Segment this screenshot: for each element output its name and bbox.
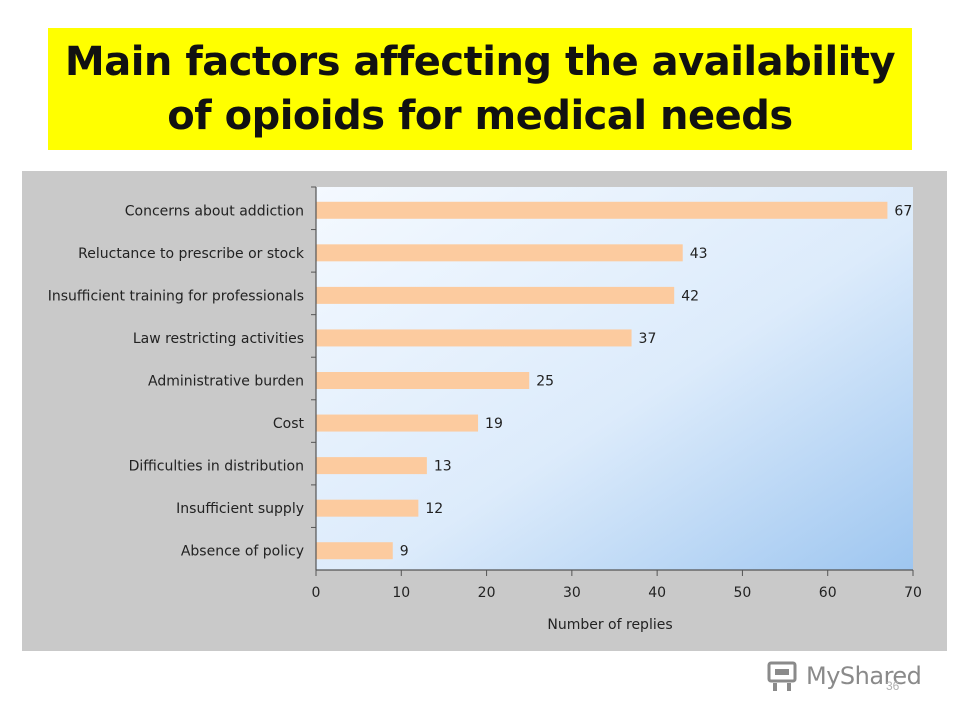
data-label: 43 (690, 246, 708, 262)
data-label: 42 (681, 288, 699, 304)
data-label: 37 (639, 331, 657, 347)
data-label: 12 (425, 501, 443, 517)
data-label: 13 (434, 459, 452, 475)
bar (316, 542, 393, 560)
bar (316, 329, 632, 347)
bar (316, 244, 683, 262)
x-tick-label: 30 (563, 585, 581, 601)
bar (316, 372, 530, 389)
x-tick-label: 60 (819, 585, 837, 601)
bar (316, 499, 419, 517)
x-tick-label: 50 (734, 585, 752, 601)
x-tick-label: 70 (904, 585, 922, 601)
x-axis-title: Number of replies (547, 617, 672, 633)
bar (316, 286, 675, 304)
category-label: Reluctance to prescribe or stock (78, 246, 305, 262)
bar (316, 414, 479, 432)
bar-chart: Concerns about addiction Reluctance to pr… (48, 186, 922, 633)
x-tick-label: 20 (478, 585, 496, 601)
x-tick-label: 10 (392, 585, 410, 601)
chart-panel: Concerns about addiction Reluctance to pr… (22, 171, 947, 651)
x-tick-label: 0 (312, 585, 321, 601)
bar (316, 201, 888, 219)
category-label: Concerns about addiction (125, 203, 304, 219)
slide-title-banner: Main factors affecting the availability … (48, 28, 912, 150)
category-label: Insufficient supply (176, 501, 304, 517)
bar (316, 457, 427, 475)
data-label: 9 (400, 544, 409, 560)
category-label: Law restricting activities (133, 331, 304, 347)
x-tick-label: 40 (648, 585, 666, 601)
data-label: 25 (536, 374, 554, 390)
category-label: Cost (273, 416, 305, 432)
data-label: 19 (485, 416, 503, 432)
watermark-text: MyShared (806, 662, 922, 690)
watermark: MyShared (766, 656, 926, 696)
data-label: 67 (894, 203, 912, 219)
mortarboard-icon (767, 661, 797, 691)
category-label: Absence of policy (181, 544, 304, 560)
slide-title-line-2: of opioids for medical needs (167, 93, 793, 139)
category-label: Insufficient training for professionals (48, 288, 304, 304)
page-number: 36 (886, 679, 900, 693)
category-label: Administrative burden (148, 374, 304, 390)
slide-title-line-1: Main factors affecting the availability (64, 39, 896, 85)
category-label: Difficulties in distribution (129, 459, 304, 475)
